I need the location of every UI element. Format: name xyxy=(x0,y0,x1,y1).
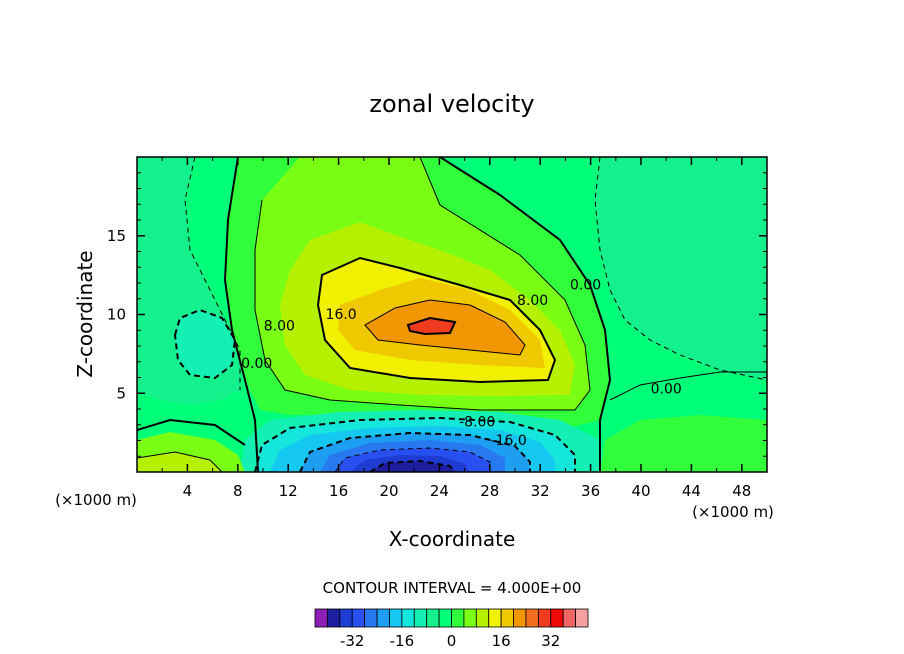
x-tick-label: 40 xyxy=(631,482,650,500)
contour-labels: 0.00 8.00 16.0 8.00 0.00 0.00 -8.00 -16.0 xyxy=(241,277,682,449)
contour-label: -16.0 xyxy=(491,433,527,449)
colorbar-swatch xyxy=(451,608,465,628)
region-pos8-bottom-left xyxy=(137,452,222,472)
colorbar-swatch xyxy=(376,608,390,628)
colorbar-swatch xyxy=(513,608,527,628)
contour-label: 0.00 xyxy=(651,381,682,397)
colorbar-swatch xyxy=(401,608,415,628)
colorbar-swatch xyxy=(525,608,539,628)
colorbar-swatch xyxy=(463,608,477,628)
colorbar-swatch xyxy=(339,608,353,628)
colorbar-tick-label: 0 xyxy=(447,632,457,650)
contour-lines xyxy=(137,157,767,472)
colorbar-swatch xyxy=(438,608,452,628)
contour-24 xyxy=(364,299,526,356)
x-unit-label-right: (×1000 m) xyxy=(692,503,774,521)
contour-interval-text: CONTOUR INTERVAL = 4.000E+00 xyxy=(323,579,582,597)
contour-field xyxy=(137,157,767,472)
contour-bottom-right xyxy=(609,371,767,401)
colorbar-tick-label: 16 xyxy=(492,632,511,650)
contour-28 xyxy=(406,316,457,336)
colorbar-tick-label: 32 xyxy=(541,632,560,650)
x-axis-label: X-coordinate xyxy=(389,527,516,551)
colorbar-swatch xyxy=(488,608,502,628)
colorbar-swatch xyxy=(426,608,440,628)
colorbar-tick-label: -16 xyxy=(390,632,415,650)
colorbar-swatch xyxy=(475,608,490,628)
contour-neg4-right xyxy=(594,157,767,381)
x-tick-label: 28 xyxy=(480,482,499,500)
x-tick-label: 44 xyxy=(682,482,701,500)
y-axis-ticks: 5 10 15 xyxy=(107,172,767,457)
contour-8 xyxy=(254,157,591,411)
x-axis-ticks: 4 8 12 16 20 24 28 32 36 40 44 48 xyxy=(161,157,751,500)
colorbar-swatch xyxy=(314,608,328,628)
x-tick-label: 32 xyxy=(531,482,550,500)
contour-neg8-cell xyxy=(173,308,237,380)
region-pos4-bottom-right xyxy=(600,415,767,472)
contour-zero-left xyxy=(223,157,259,472)
region-neg4-right xyxy=(595,157,767,380)
colorbar-swatch xyxy=(537,608,552,628)
region-neg8-left-cell xyxy=(175,310,235,378)
colorbar-swatch xyxy=(364,608,378,628)
x-tick-label: 8 xyxy=(233,482,243,500)
contour-neg24-low xyxy=(334,447,491,472)
x-tick-label: 20 xyxy=(379,482,398,500)
colorbar-tick-label: -32 xyxy=(340,632,365,650)
y-axis-label: Z-coordinate xyxy=(73,250,97,377)
x-unit-label-left: (×1000 m) xyxy=(55,491,137,509)
colorbar-swatch xyxy=(562,608,576,628)
region-neg32-low xyxy=(370,461,455,472)
x-tick-label: 36 xyxy=(581,482,600,500)
contour-label: -8.00 xyxy=(459,414,495,430)
y-tick-label: 10 xyxy=(107,306,126,324)
chart-title: zonal velocity xyxy=(369,90,534,118)
colorbar-swatch xyxy=(500,608,514,628)
contour-label: 8.00 xyxy=(517,293,548,309)
colorbar-swatch xyxy=(575,608,589,628)
colorbar-swatch xyxy=(413,608,428,628)
x-tick-label: 48 xyxy=(732,482,751,500)
contour-neg4-left xyxy=(184,157,241,390)
x-tick-label: 24 xyxy=(430,482,449,500)
y-tick-label: 5 xyxy=(116,384,126,402)
colorbar xyxy=(314,608,589,628)
colorbar-swatch xyxy=(550,608,564,628)
y-tick-label: 15 xyxy=(107,227,126,245)
contour-16 xyxy=(316,256,557,384)
colorbar-tick-labels: -32 -16 0 16 32 xyxy=(340,632,560,650)
colorbar-swatch xyxy=(389,608,403,628)
contour-bottom-left xyxy=(137,418,246,446)
contour-zero-right xyxy=(439,157,612,472)
contour-label: 0.00 xyxy=(241,356,272,372)
colorbar-swatch xyxy=(327,608,341,628)
contour-label: 16.0 xyxy=(326,307,357,323)
colorbar-swatch xyxy=(351,608,366,628)
x-tick-label: 12 xyxy=(279,482,298,500)
contour-neg8-low xyxy=(254,416,576,472)
x-tick-label: 4 xyxy=(183,482,193,500)
contour-neg16-low xyxy=(299,431,531,472)
contour-label: 0.00 xyxy=(570,277,601,293)
contour-bottom-left-2 xyxy=(137,451,223,472)
contour-neg32-low xyxy=(369,459,456,472)
x-tick-label: 16 xyxy=(329,482,348,500)
contour-label: 8.00 xyxy=(264,318,295,334)
